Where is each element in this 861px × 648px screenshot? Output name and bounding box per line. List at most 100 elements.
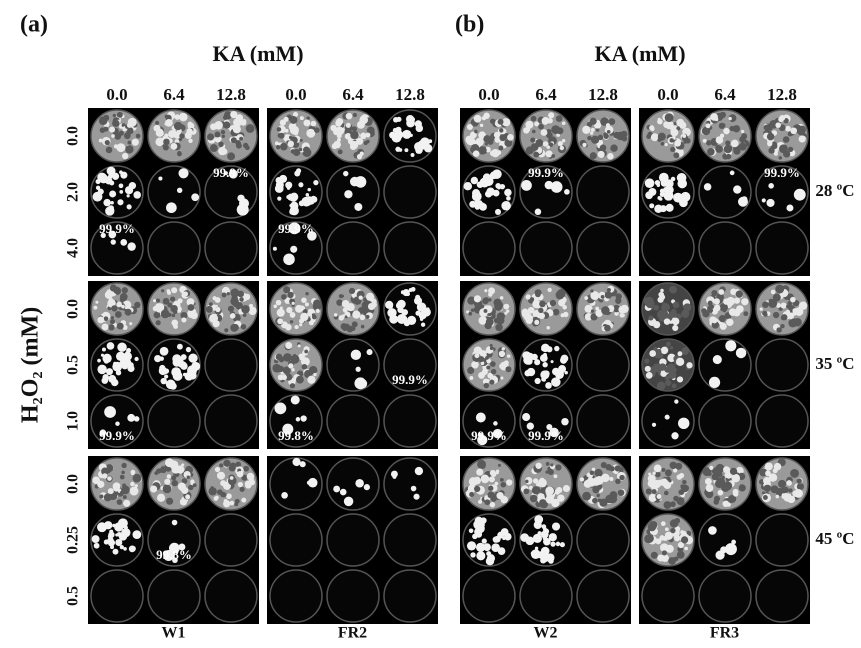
colony (224, 499, 228, 503)
colony (123, 547, 127, 551)
colony (595, 307, 599, 311)
colony (539, 313, 545, 319)
colony (114, 522, 123, 531)
colony (276, 145, 280, 149)
colony (677, 351, 682, 356)
colony (165, 458, 174, 467)
colony (664, 181, 669, 186)
colony (554, 474, 558, 478)
colony (658, 133, 666, 141)
colony (344, 190, 352, 198)
colony (590, 131, 593, 134)
colony (776, 327, 781, 332)
colony (538, 124, 544, 130)
colony (275, 141, 279, 145)
ka-value: 0.0 (285, 85, 306, 104)
colony (730, 468, 737, 475)
well (205, 339, 257, 391)
colony (556, 487, 562, 493)
colony (273, 304, 277, 308)
colony (245, 145, 250, 150)
colony (181, 463, 184, 466)
colony (550, 463, 553, 466)
colony (209, 302, 213, 306)
colony (359, 295, 363, 299)
colony (610, 144, 617, 151)
colony (539, 499, 546, 506)
well (205, 514, 257, 566)
colony (279, 175, 287, 183)
colony (775, 122, 781, 128)
colony (522, 413, 530, 421)
colony (134, 302, 140, 308)
colony (723, 128, 730, 135)
colony (659, 197, 663, 201)
colony (237, 195, 244, 202)
colony (164, 374, 168, 378)
colony (132, 139, 139, 146)
colony (674, 535, 680, 541)
colony (547, 288, 551, 292)
colony (507, 134, 514, 141)
colony (496, 316, 505, 325)
ka-value: 6.4 (535, 85, 557, 104)
colony (113, 114, 116, 117)
colony (672, 384, 677, 389)
colony (93, 306, 97, 310)
colony (648, 475, 656, 483)
colony (277, 127, 282, 132)
colony (706, 123, 711, 128)
colony (788, 147, 793, 152)
colony (601, 306, 610, 315)
colony (489, 476, 495, 482)
colony (106, 147, 113, 154)
colony (484, 383, 489, 388)
colony (389, 305, 393, 309)
colony (482, 538, 487, 543)
colony (707, 148, 715, 156)
colony (300, 415, 306, 421)
well (327, 514, 379, 566)
colony (353, 113, 357, 117)
colony (767, 141, 772, 146)
colony (243, 466, 249, 472)
colony (484, 289, 487, 292)
colony (351, 350, 361, 360)
colony (660, 192, 665, 197)
colony (104, 316, 109, 321)
colony (304, 350, 308, 354)
well (577, 514, 629, 566)
colony (651, 301, 654, 304)
colony (129, 322, 132, 325)
colony (741, 133, 747, 139)
colony (311, 196, 317, 202)
colony (337, 138, 341, 142)
colony (543, 528, 549, 534)
colony (131, 470, 136, 475)
colony (480, 124, 483, 127)
colony (555, 464, 561, 470)
colony (532, 486, 540, 494)
colony (556, 291, 565, 300)
colony (620, 305, 628, 313)
colony (794, 489, 803, 498)
panel-label: (a) (20, 12, 48, 38)
colony (607, 130, 611, 134)
colony (127, 414, 135, 422)
temperature: 35 ºC (815, 354, 854, 373)
colony (733, 309, 740, 316)
colony (652, 472, 655, 475)
colony (161, 310, 170, 319)
colony (119, 183, 124, 188)
colony (136, 134, 141, 139)
colony (341, 294, 344, 297)
colony (281, 294, 287, 300)
colony (665, 527, 669, 531)
colony (467, 124, 473, 130)
colony (767, 133, 774, 140)
well (327, 339, 379, 391)
colony (464, 182, 472, 190)
colony (333, 486, 340, 493)
colony (366, 133, 371, 138)
colony (563, 485, 570, 492)
